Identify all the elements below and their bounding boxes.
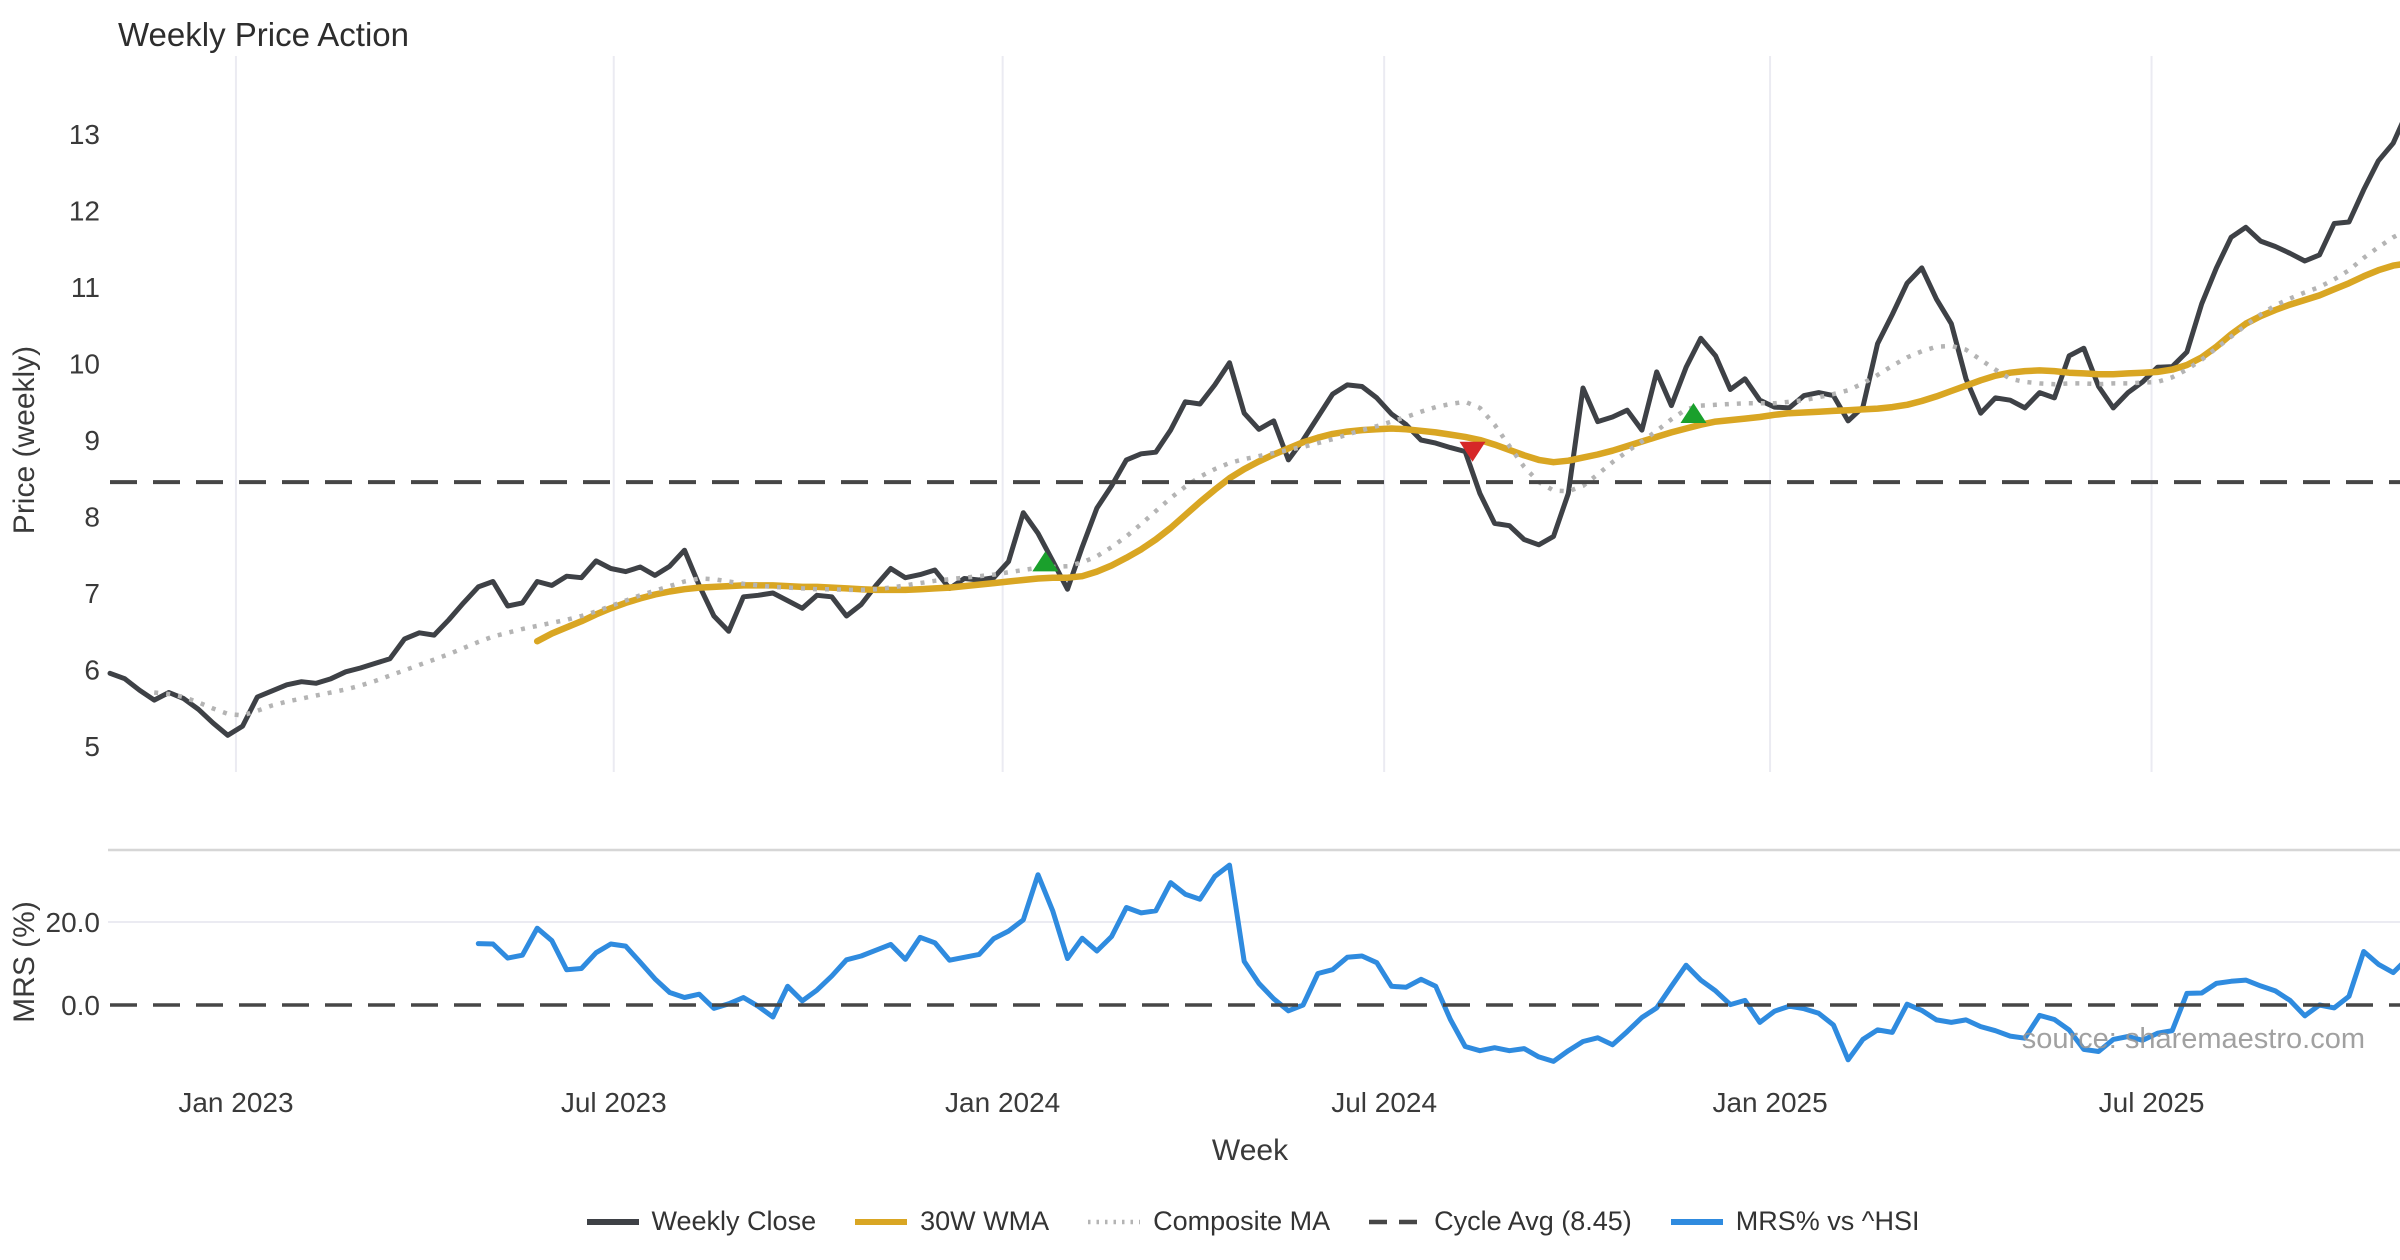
- series-30w-wma: [533, 261, 2400, 645]
- price-tick-label: 10: [69, 349, 100, 380]
- sell-signal-triangle-icon: [1459, 441, 1486, 462]
- legend-label-30w-wma: 30W WMA: [920, 1206, 1050, 1236]
- chart-title: Weekly Price Action: [118, 16, 409, 53]
- legend-item-weekly-close: Weekly Close: [586, 1206, 817, 1237]
- x-tick-label: Jan 2025: [1712, 1087, 1827, 1118]
- series-weekly-close: [107, 121, 2400, 738]
- price-tick-label: 12: [69, 196, 100, 227]
- legend-label-mrs-vs-hsi: MRS% vs ^HSI: [1735, 1206, 1920, 1236]
- legend-item-composite-ma: Composite MA: [1087, 1206, 1330, 1237]
- legend: Weekly Close 30W WMA Composite MA Cycle Avg…: [0, 1206, 2400, 1237]
- x-tick-label: Jul 2024: [1331, 1087, 1437, 1118]
- series-mrs-vs-hsi: [475, 862, 2400, 1064]
- price-tick-label: 6: [84, 655, 100, 686]
- legend-label-weekly-close: Weekly Close: [651, 1206, 817, 1236]
- price-tick-label: 13: [69, 119, 100, 150]
- legend-swatch-weekly-close: [586, 1218, 639, 1225]
- buy-signal-triangle-icon: [1032, 551, 1059, 572]
- price-axis-label: Price (weekly): [8, 346, 41, 534]
- legend-item-30w-wma: 30W WMA: [854, 1206, 1049, 1237]
- gridlines-layer: [108, 56, 2400, 923]
- legend-swatch-cycle-avg-8-45-: [1369, 1219, 1422, 1224]
- x-axis-label: Week: [1212, 1134, 1289, 1167]
- legend-swatch-mrs-vs-hsi: [1670, 1218, 1723, 1225]
- buy-signal-triangle-icon: [1680, 402, 1707, 423]
- mrs-axis-label: MRS (%): [8, 901, 41, 1023]
- legend-swatch-30w-wma: [855, 1218, 908, 1225]
- tick-labels-layer: Jan 2023 Jul 2023 Jan 2024 Jul 2024 Jan 2025…: [46, 119, 2205, 1118]
- price-tick-label: 11: [71, 272, 100, 303]
- mrs-tick-label: 20.0: [46, 907, 101, 938]
- x-tick-label: Jul 2025: [2099, 1087, 2205, 1118]
- price-tick-label: 9: [84, 425, 100, 456]
- watermark: source: sharemaestro.com: [2022, 1023, 2365, 1055]
- legend-item-mrs-vs-hsi: MRS% vs ^HSI: [1670, 1206, 1920, 1237]
- mrs-tick-label: 0.0: [61, 990, 100, 1021]
- price-tick-label: 8: [84, 502, 100, 533]
- x-tick-label: Jan 2024: [945, 1087, 1060, 1118]
- legend-swatch-composite-ma: [1088, 1219, 1141, 1224]
- price-tick-label: 5: [84, 731, 100, 762]
- legend-item-cycle-avg-8-45-: Cycle Avg (8.45): [1368, 1206, 1632, 1237]
- legend-label-composite-ma: Composite MA: [1153, 1206, 1331, 1236]
- x-tick-label: Jan 2023: [178, 1087, 293, 1118]
- markers-layer: [1032, 402, 1707, 572]
- series-layer: [107, 121, 2400, 1064]
- legend-label-cycle-avg-8-45-: Cycle Avg (8.45): [1434, 1206, 1632, 1236]
- x-tick-label: Jul 2023: [561, 1087, 667, 1118]
- series-composite-ma: [153, 231, 2400, 718]
- price-tick-label: 7: [84, 578, 100, 609]
